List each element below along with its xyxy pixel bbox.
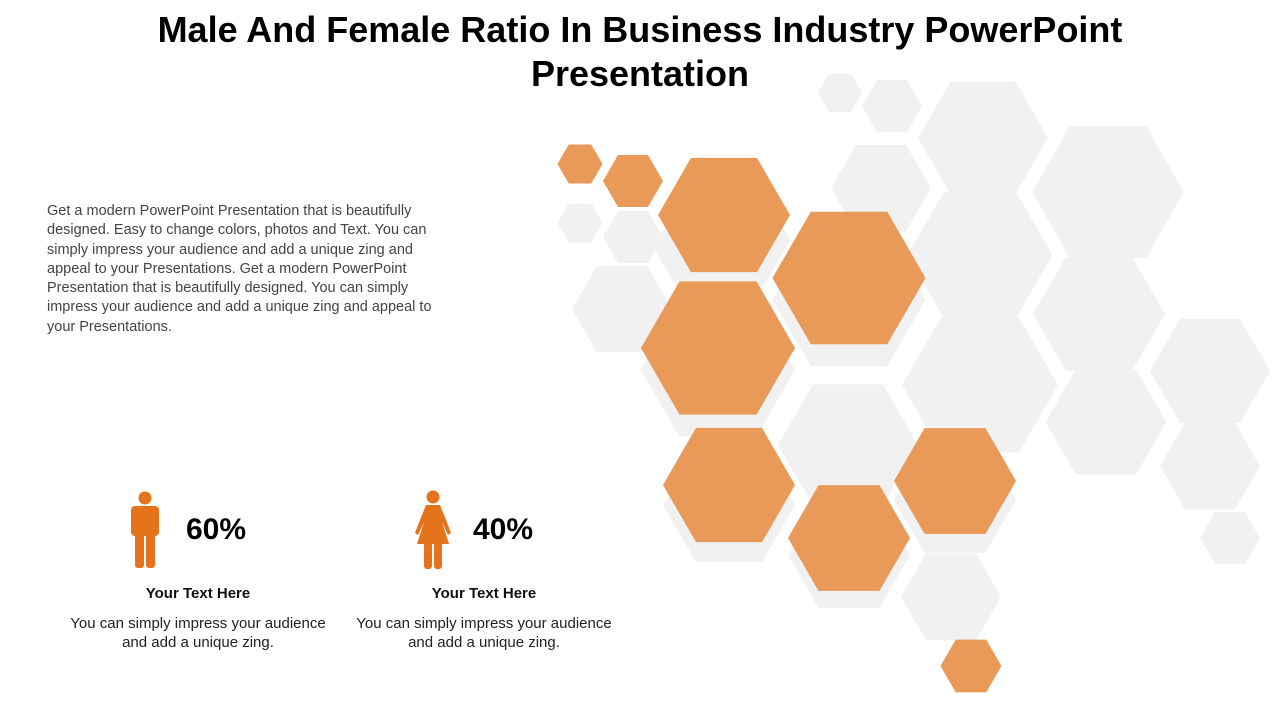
orange-hexagon xyxy=(603,155,663,207)
male-heading: Your Text Here xyxy=(145,585,251,602)
gray-hexagon xyxy=(572,265,672,353)
gray-hexagon xyxy=(778,384,918,506)
gray-hexagon xyxy=(901,553,1001,641)
orange-hexagon xyxy=(772,211,926,345)
female-icon xyxy=(415,490,451,569)
male-icon xyxy=(131,491,159,568)
gray-hexagon xyxy=(1150,319,1270,423)
male-percent: 60% xyxy=(186,513,247,546)
orange-hexagon xyxy=(557,144,603,184)
gray-hexagon xyxy=(1033,256,1165,372)
gray-hexagon xyxy=(1160,422,1260,510)
gray-hexagon xyxy=(1045,369,1167,475)
gray-hexagon xyxy=(818,73,862,113)
orange-hexagon xyxy=(894,428,1016,534)
gray-hexagon xyxy=(918,81,1048,195)
gray-hexagon xyxy=(1200,512,1260,564)
orange-hexagon xyxy=(641,281,795,415)
orange-hexagon xyxy=(658,157,790,273)
description-text: Get a modern PowerPoint Presentation tha… xyxy=(47,203,432,335)
female-percent: 40% xyxy=(473,513,534,546)
gray-hexagon xyxy=(907,192,1053,318)
gray-hexagon xyxy=(902,317,1058,453)
female-heading: Your Text Here xyxy=(431,585,537,602)
female-text: You can simply impress your audience and… xyxy=(356,615,612,651)
orange-hexagon xyxy=(940,639,1002,693)
page-title: Male And Female Ratio In Business Indust… xyxy=(157,9,1123,94)
gray-hexagon xyxy=(603,211,663,263)
gray-hexagon xyxy=(557,203,603,243)
gray-hexagon xyxy=(1032,126,1184,258)
male-text: You can simply impress your audience and… xyxy=(70,615,326,651)
gray-hexagon xyxy=(862,80,922,132)
orange-hexagon xyxy=(788,485,910,591)
orange-hexagon xyxy=(663,427,795,543)
gray-hexagon xyxy=(831,144,931,232)
